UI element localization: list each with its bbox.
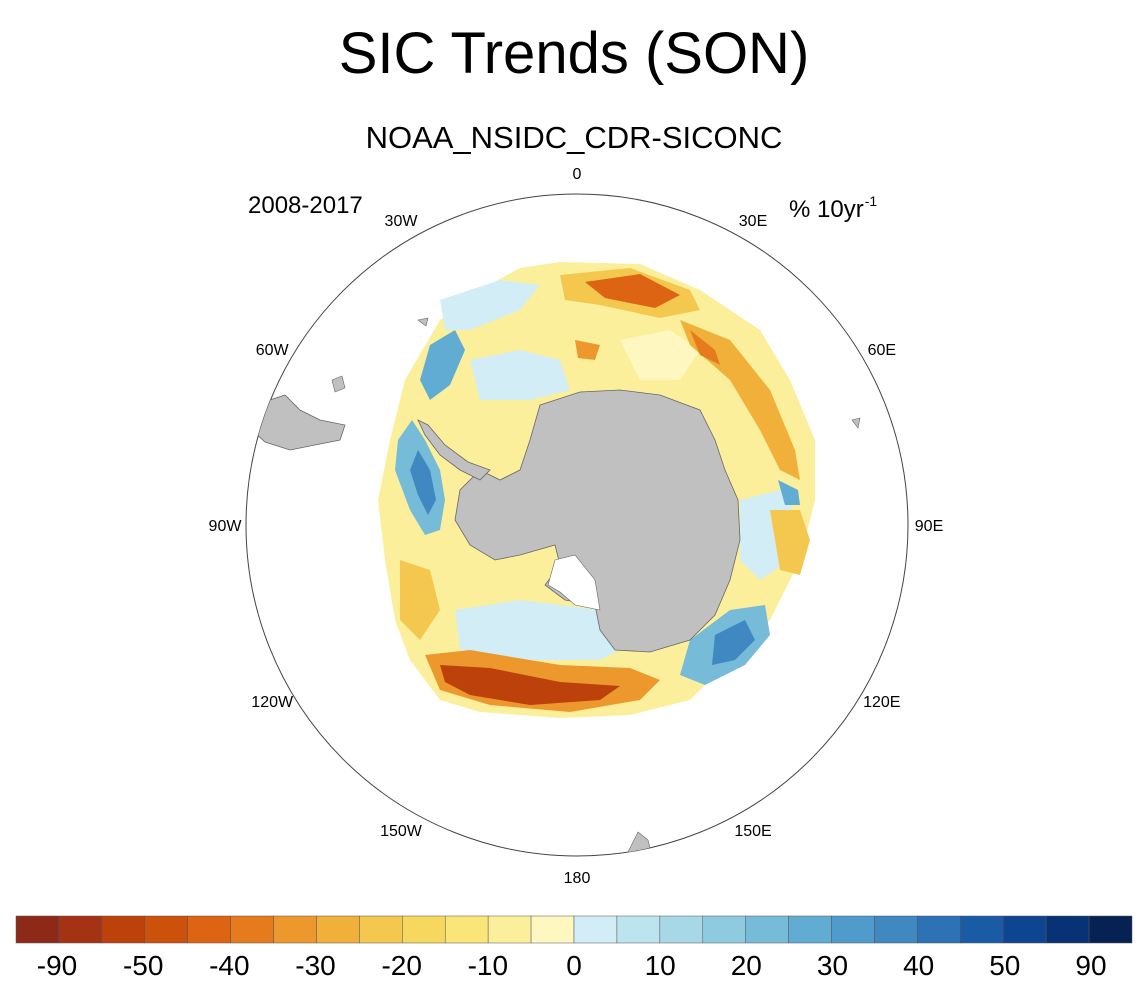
island (417, 317, 429, 327)
colorbar-box (960, 915, 1004, 944)
colorbar-label: 20 (731, 950, 762, 981)
colorbar-box (1002, 915, 1047, 944)
longitude-label: 90W (209, 518, 243, 535)
colorbar-box (144, 915, 188, 944)
colorbar-box (831, 915, 875, 944)
colorbar-box (402, 915, 446, 944)
colorbar-box (917, 915, 961, 944)
colorbar-label: -40 (209, 950, 249, 981)
negative-trend-core (440, 665, 620, 705)
longitude-label: 0 (573, 166, 582, 183)
colorbar-box (15, 915, 60, 944)
ross-sea-embayment (547, 554, 601, 611)
colorbar-label: 30 (817, 950, 848, 981)
colorbar-box (58, 915, 103, 944)
map-title: SIC Trends (SON) (338, 21, 810, 86)
colorbar-box (230, 915, 274, 944)
colorbar-box (530, 915, 575, 944)
colorbar-box (316, 915, 360, 944)
antarctic-peninsula (417, 419, 491, 481)
sea-ice-trend-field (251, 262, 861, 856)
longitude-label: 90E (915, 518, 943, 535)
longitude-labels: 0 30E 60E 90E 120E 150E 180 150W 120W 90W 60W 30W (209, 166, 944, 887)
longitude-label: 180 (564, 870, 591, 887)
negative-trend-core (585, 274, 680, 308)
colorbar-box (874, 915, 918, 944)
colorbar-box (745, 915, 789, 944)
colorbar-box (187, 915, 231, 944)
colorbar-label: -90 (37, 950, 77, 981)
colorbar-box (659, 915, 704, 944)
colorbar-box (1088, 915, 1133, 944)
positive-trend-region (778, 480, 800, 505)
longitude-label: 30E (739, 213, 767, 230)
negative-trend-region (770, 510, 810, 575)
ice-patch-light-blue (470, 350, 570, 400)
colorbar-label: 10 (645, 950, 676, 981)
island (851, 417, 861, 429)
longitude-label: 30W (385, 213, 419, 230)
colorbar-box (573, 915, 618, 944)
colorbar-label: -30 (295, 950, 335, 981)
period-label: 2008-2017 (248, 192, 363, 219)
units-base: % 10yr (789, 196, 864, 223)
longitude-label: 150E (734, 823, 771, 840)
longitude-label: 120W (251, 694, 294, 711)
island (331, 375, 346, 393)
ice-patch-pale (620, 330, 700, 380)
colorbar-box (1045, 915, 1090, 944)
polar-stereographic-map: 0 30E 60E 90E 120E 150E 180 150W 120W 90W 60W 30W (209, 166, 944, 887)
colorbar-label: -50 (123, 950, 163, 981)
colorbar-label: -10 (468, 950, 508, 981)
negative-trend-region (575, 340, 600, 360)
ice-patch-light-blue (455, 600, 640, 660)
negative-trend-region (400, 560, 440, 640)
colorbar-box (788, 915, 832, 944)
colorbar-box (487, 915, 532, 944)
colorbar-boxes (15, 915, 1133, 944)
colorbar-label: 90 (1075, 950, 1106, 981)
colorbar-box (702, 915, 746, 944)
colorbar-box (444, 915, 489, 944)
ice-patch-light-blue (440, 280, 540, 330)
positive-trend-core (410, 450, 436, 515)
colorbar-box (616, 915, 661, 944)
longitude-label: 150W (380, 823, 423, 840)
longitude-label: 60W (256, 342, 290, 359)
colorbar-box (101, 915, 146, 944)
colorbar-box (359, 915, 403, 944)
longitude-label: 60E (868, 342, 896, 359)
map-subtitle: NOAA_NSIDC_CDR-SICONC (365, 120, 783, 155)
colorbar-label: 40 (903, 950, 934, 981)
positive-trend-region (420, 330, 465, 400)
colorbar-labels: -90 -50 -40 -30 -20 -10 0 10 20 30 40 50 90 (37, 950, 1107, 981)
colorbar-label: -20 (381, 950, 421, 981)
negative-trend-core (690, 330, 720, 365)
colorbar-label: 50 (989, 950, 1020, 981)
colorbar-box (273, 915, 317, 944)
colorbar-label: 0 (566, 950, 582, 981)
longitude-label: 120E (863, 694, 900, 711)
units-exponent: -1 (864, 193, 878, 209)
south-america-landmass (251, 394, 346, 451)
antarctica-landmass (454, 389, 741, 653)
units-label: % 10yr-1 (789, 186, 877, 225)
positive-trend-core (712, 620, 755, 665)
